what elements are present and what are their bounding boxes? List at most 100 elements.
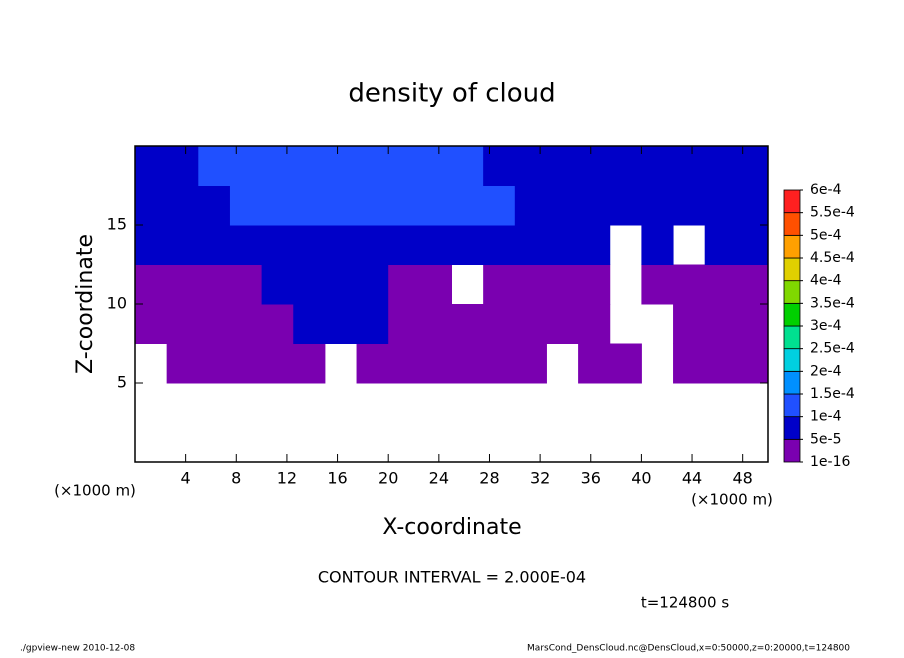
contour-cell	[198, 185, 231, 226]
contour-cell	[736, 264, 769, 305]
contour-cell	[198, 304, 231, 344]
contour-cell	[229, 264, 263, 305]
x-tick-label: 16	[327, 469, 347, 488]
contour-cell	[388, 343, 421, 384]
colorbar-label: 2e-4	[810, 363, 842, 379]
contour-cell	[673, 304, 706, 344]
contour-cell	[451, 146, 484, 186]
contour-cell	[546, 185, 579, 226]
colorbar-box	[783, 348, 801, 372]
colorbar-label: 1e-16	[810, 454, 850, 470]
x-tick-label: 24	[429, 469, 449, 488]
contour-cell	[451, 304, 484, 344]
contour-cell	[356, 146, 389, 186]
contour-cell	[419, 185, 452, 226]
contour-interval: CONTOUR INTERVAL = 2.000E-04	[318, 568, 586, 587]
colorbar-label: 6e-4	[810, 182, 842, 198]
contour-cell	[356, 343, 389, 384]
contour-cell	[641, 264, 674, 305]
contour-cell	[736, 185, 769, 226]
contour-cell	[578, 343, 611, 384]
contour-cell	[198, 225, 231, 265]
colorbar-box	[783, 234, 801, 259]
contour-cell	[704, 264, 737, 305]
contour-cell	[388, 264, 421, 305]
footer-right: MarsCond_DensCloud.nc@DensCloud,x=0:5000…	[527, 644, 850, 654]
contour-cell	[166, 304, 199, 344]
contour-cell	[356, 225, 389, 265]
contour-cell	[419, 225, 452, 265]
contour-cell	[324, 146, 358, 186]
contour-cell	[736, 304, 769, 344]
contour-cell	[229, 225, 263, 265]
contour-cell	[356, 304, 389, 344]
contour-cell	[546, 264, 579, 305]
contour-cell	[388, 185, 421, 226]
contour-cell	[609, 185, 642, 226]
x-axis-label: X-coordinate	[382, 515, 521, 540]
colorbar-label: 4e-4	[810, 273, 842, 289]
contour-cell	[419, 304, 452, 344]
colorbar-label: 1.5e-4	[810, 386, 855, 402]
contour-cell	[514, 146, 547, 186]
contour-cell	[673, 343, 706, 384]
contour-cell	[166, 185, 199, 226]
colorbar-box	[783, 189, 801, 214]
contour-cell	[483, 304, 516, 344]
contour-cell	[135, 225, 168, 265]
contour-cell	[578, 185, 611, 226]
contour-cell	[388, 304, 421, 344]
contour-cell	[261, 225, 294, 265]
contour-cell	[641, 146, 674, 186]
y-axis-label: Z-coordinate	[73, 234, 98, 374]
contour-cell	[483, 264, 516, 305]
contour-cell	[293, 343, 326, 384]
colorbar-box	[783, 438, 801, 463]
contour-cell	[673, 146, 706, 186]
x-tick-label: 28	[479, 469, 499, 488]
x-tick-label: 12	[277, 469, 297, 488]
x-tick-label: 48	[733, 469, 753, 488]
colorbar-box	[783, 212, 801, 236]
contour-cell	[135, 304, 168, 344]
colorbar-label: 2.5e-4	[810, 341, 855, 357]
colorbar-box	[783, 257, 801, 282]
contour-cell	[261, 343, 294, 384]
colorbar-box	[783, 416, 801, 440]
contour-cell	[546, 225, 579, 265]
contour-cell	[293, 304, 326, 344]
contour-cell	[514, 185, 547, 226]
contour-cell	[324, 304, 358, 344]
x-tick-label: 44	[682, 469, 702, 488]
contour-cell	[704, 304, 737, 344]
x-tick-label: 32	[530, 469, 550, 488]
contour-cell	[293, 225, 326, 265]
contour-cell	[736, 225, 769, 265]
colorbar-box	[783, 280, 801, 304]
contour-cell	[356, 264, 389, 305]
contour-cell	[261, 185, 294, 226]
x-tick-label: 20	[378, 469, 398, 488]
contour-cell	[135, 146, 168, 186]
contour-cell	[704, 225, 737, 265]
contour-cell	[419, 264, 452, 305]
contour-cell	[261, 146, 294, 186]
contour-cell	[356, 185, 389, 226]
contour-cell	[135, 185, 168, 226]
contour-cell	[261, 264, 294, 305]
colorbar-label: 5e-4	[810, 227, 842, 243]
contour-cell	[166, 343, 199, 384]
x-unit-right: (×1000 m)	[691, 491, 773, 509]
contour-cell	[673, 264, 706, 305]
contour-cell	[673, 185, 706, 226]
contour-cell	[451, 343, 484, 384]
contour-cell	[419, 343, 452, 384]
contour-cell	[166, 264, 199, 305]
contour-cell	[229, 146, 263, 186]
contour-cell	[641, 225, 674, 265]
contour-cell	[324, 185, 358, 226]
contour-cell	[324, 225, 358, 265]
colorbar-label: 5e-5	[810, 431, 841, 447]
x-tick-label: 40	[631, 469, 651, 488]
